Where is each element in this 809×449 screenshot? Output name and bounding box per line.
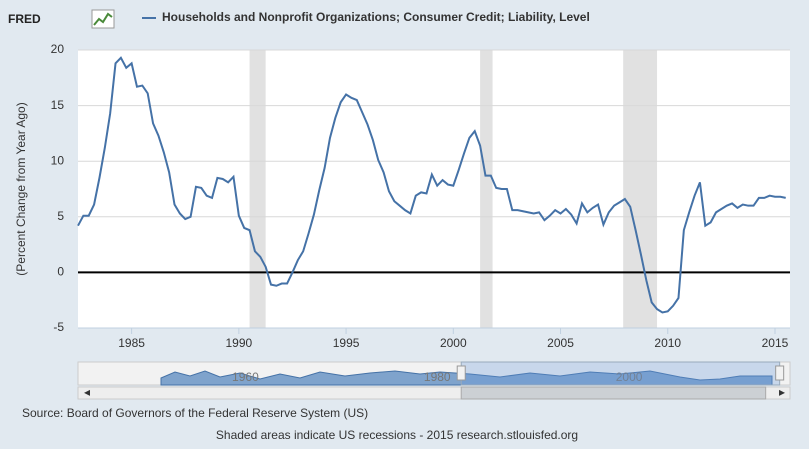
x-tick-label: 2000	[440, 336, 467, 350]
recession-band	[249, 50, 266, 328]
y-tick-label: 0	[57, 265, 64, 279]
x-tick-label: 2010	[654, 336, 681, 350]
navigator-tick-label: 1980	[424, 370, 451, 384]
x-tick-label: 2005	[547, 336, 574, 350]
navigator-handle[interactable]	[456, 365, 466, 381]
y-tick-label: -5	[53, 320, 64, 334]
series-line	[77, 56, 786, 314]
navigator-tick-label: 2000	[616, 370, 643, 384]
navigator-tick-label: 1960	[232, 370, 259, 384]
scroll-right[interactable]: ▸	[779, 385, 785, 399]
logo: FRED	[8, 12, 41, 26]
footnote: Shaded areas indicate US recessions - 20…	[216, 428, 578, 442]
legend-label: Households and Nonprofit Organizations; …	[162, 10, 590, 24]
source: Source: Board of Governors of the Federa…	[22, 406, 368, 420]
logo-icon	[91, 9, 115, 29]
recession-band	[480, 50, 493, 328]
y-tick-label: 10	[51, 153, 65, 167]
y-tick-label: 20	[51, 42, 65, 56]
x-tick-label: 2015	[762, 336, 789, 350]
recession-band	[623, 50, 658, 328]
y-tick-label: 15	[51, 98, 65, 112]
scrollbar-thumb[interactable]	[460, 386, 767, 400]
navigator-handle[interactable]	[775, 365, 785, 381]
scroll-left[interactable]: ◂	[84, 385, 90, 399]
navigator-selection[interactable]	[460, 361, 781, 386]
y-axis-label: (Percent Change from Year Ago)	[14, 102, 28, 275]
navigator-series	[160, 370, 773, 386]
x-tick-label: 1995	[333, 336, 360, 350]
x-tick-label: 1990	[225, 336, 252, 350]
plot-area	[78, 50, 790, 328]
y-tick-label: 5	[57, 209, 64, 223]
x-tick-label: 1985	[118, 336, 145, 350]
